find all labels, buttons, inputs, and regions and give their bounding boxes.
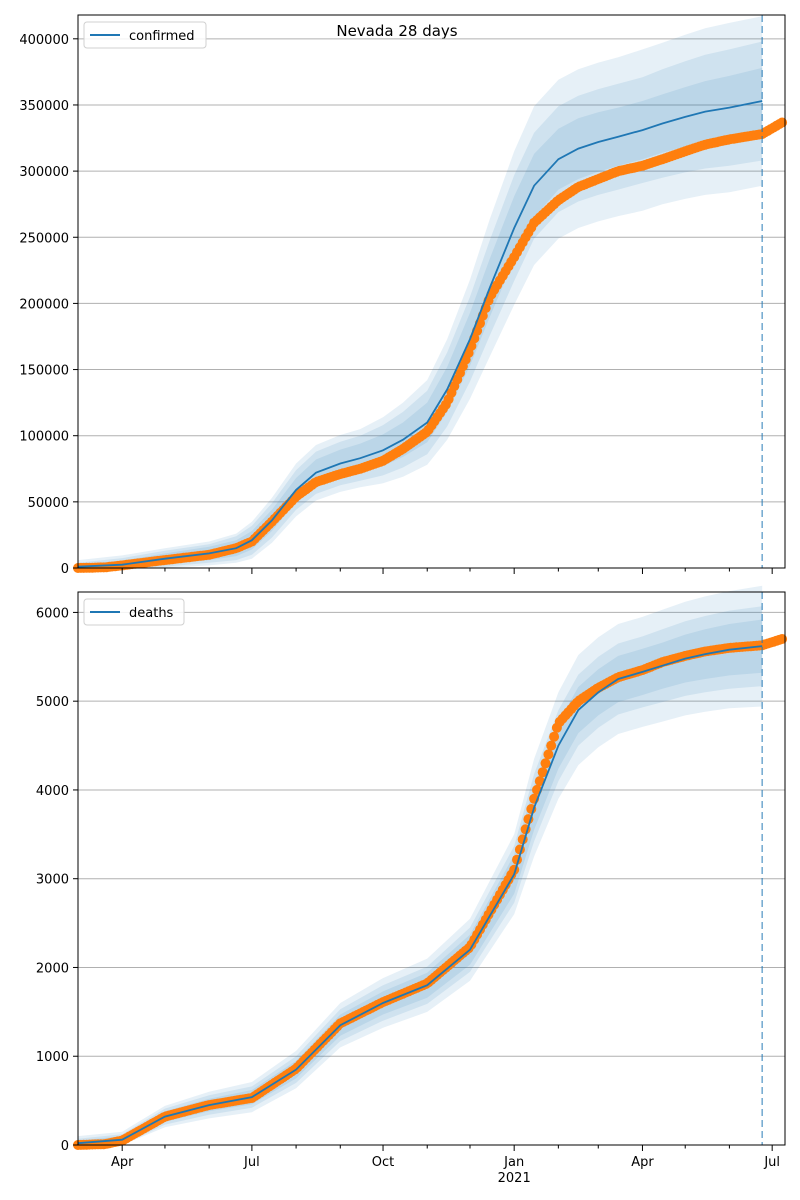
- confirmed-ytick-label: 150000: [19, 364, 69, 379]
- xtick-label: Apr: [631, 1155, 654, 1170]
- deaths-ytick-label: 5000: [36, 695, 69, 710]
- confirmed-axes: 0 50000 100000 150000 200000 250000 300000 3500…: [19, 14, 786, 577]
- deaths-band-2: [78, 606, 763, 1145]
- confirmed-ytick-label: 400000: [19, 33, 69, 48]
- deaths-model-line: [77, 645, 763, 1145]
- confirmed-ytick-label: 250000: [19, 231, 69, 246]
- confirmed-gridlines: [78, 38, 785, 569]
- confirmed-legend-box: [83, 21, 207, 49]
- confirmed-model-line: [77, 100, 763, 568]
- deaths-observed-point: [549, 731, 560, 742]
- deaths-observed-point: [777, 634, 788, 644]
- confirmed-legend-label: confirmed: [129, 29, 195, 44]
- confirmed-band-2: [78, 41, 763, 568]
- deaths-axes: 0 1000 2000 3000 4000 5000 6000 Apr Jul Oct Jan202…: [36, 591, 786, 1186]
- deaths-observed-point: [534, 776, 545, 787]
- deaths-ytick-label: 2000: [36, 961, 69, 976]
- deaths-legend: deaths: [83, 598, 185, 626]
- xtick-label: Jan: [503, 1155, 524, 1170]
- confirmed-ytick-label: 200000: [19, 297, 69, 312]
- deaths-observed-point: [543, 749, 554, 760]
- confirmed-observed-point: [777, 117, 788, 128]
- deaths-ytick-label: 0: [61, 1139, 69, 1154]
- deaths-legend-box: [83, 598, 185, 626]
- confirmed-ytick-label: 100000: [19, 430, 69, 445]
- deaths-panel: 0 1000 2000 3000 4000 5000 6000 Apr Jul Oct Jan202…: [36, 585, 788, 1186]
- deaths-observed-point: [540, 758, 551, 769]
- xtick-label: Jul: [763, 1155, 780, 1170]
- xtick-label: Apr: [111, 1155, 134, 1170]
- deaths-band-3: [78, 585, 763, 1145]
- deaths-band-1: [78, 619, 763, 1145]
- figure-title: Nevada 28 days: [336, 22, 457, 40]
- deaths-legend-label: deaths: [129, 606, 174, 621]
- confirmed-observed-points: [73, 117, 788, 573]
- confirmed-panel: 0 50000 100000 150000 200000 250000 300000 3500…: [19, 14, 788, 577]
- deaths-axes-frame: [77, 591, 786, 1146]
- confirmed-ytick-label: 300000: [19, 165, 69, 180]
- deaths-ytick-label: 3000: [36, 873, 69, 888]
- deaths-ytick-label: 1000: [36, 1050, 69, 1065]
- xtick-label: Jul: [243, 1155, 260, 1170]
- deaths-observed-point: [546, 740, 557, 751]
- confirmed-ytick-label: 350000: [19, 99, 69, 114]
- deaths-observed-point: [537, 767, 548, 778]
- confirmed-ytick-label: 0: [61, 562, 69, 577]
- confirmed-legend: confirmed: [83, 21, 207, 49]
- confirmed-band-3: [78, 16, 763, 569]
- deaths-model-line-group: [77, 645, 763, 1145]
- deaths-ytick-label: 6000: [36, 606, 69, 621]
- confirmed-model-line-group: [77, 100, 763, 568]
- deaths-gridlines: [78, 611, 785, 1146]
- deaths-uncertainty-bands: [78, 585, 763, 1145]
- confirmed-band-1: [78, 67, 763, 569]
- confirmed-ytick-label: 50000: [28, 496, 69, 511]
- xtick-label: Oct: [372, 1155, 394, 1170]
- confirmed-axes-frame: [77, 14, 786, 569]
- confirmed-uncertainty-bands: [78, 16, 763, 569]
- xtick-year-label: 2021: [498, 1171, 531, 1186]
- deaths-ytick-label: 4000: [36, 784, 69, 799]
